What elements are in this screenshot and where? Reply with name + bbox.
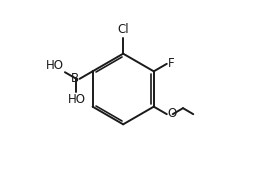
Text: O: O <box>168 107 177 120</box>
Text: HO: HO <box>46 59 64 72</box>
Text: F: F <box>168 57 175 70</box>
Text: B: B <box>70 72 79 85</box>
Text: Cl: Cl <box>117 23 129 36</box>
Text: HO: HO <box>67 93 85 106</box>
